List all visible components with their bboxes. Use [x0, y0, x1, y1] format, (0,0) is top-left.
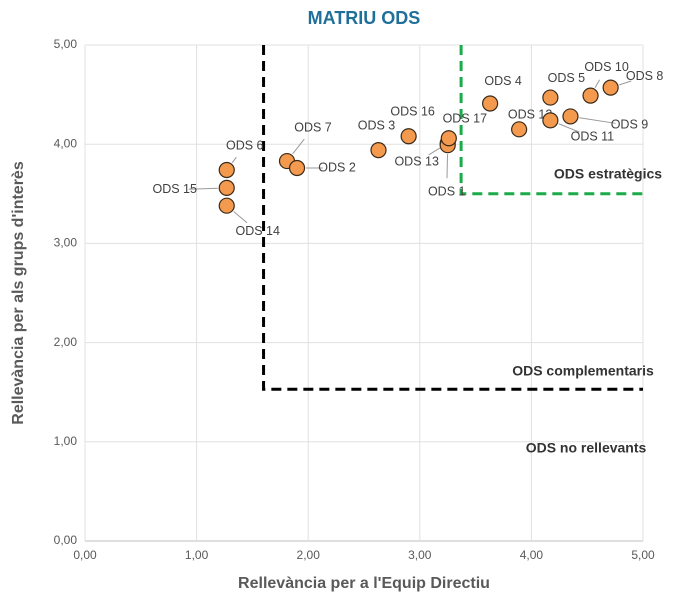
region-boundary [262, 45, 643, 391]
point [400, 128, 417, 145]
point-label: ODS 11 [571, 130, 615, 144]
chart-title: MATRIU ODS [308, 8, 421, 28]
point-label: ODS 15 [152, 182, 197, 196]
y-tick-label: 3,00 [54, 236, 78, 250]
point [582, 87, 599, 104]
point-label: ODS 9 [611, 118, 649, 132]
leader-line [231, 156, 237, 164]
region-label: ODS complementaris [512, 363, 654, 379]
leader-line [558, 123, 580, 133]
leader-line [188, 187, 218, 190]
x-tick-label: 3,00 [408, 548, 432, 562]
point-label: ODS 17 [443, 112, 488, 126]
point-label: ODS 12 [508, 108, 553, 122]
leader-line [579, 117, 616, 124]
point-label: ODS 5 [548, 71, 586, 85]
point-label: ODS 8 [626, 69, 664, 83]
point-label: ODS 13 [394, 155, 439, 169]
point [288, 159, 306, 177]
point-label: ODS 1 [428, 184, 466, 198]
region-boundary [459, 45, 643, 196]
point-label: ODS 2 [318, 160, 356, 174]
point-label: ODS 3 [358, 118, 396, 132]
point [218, 197, 235, 214]
x-tick-label: 1,00 [185, 548, 209, 562]
x-tick-label: 4,00 [520, 548, 544, 562]
x-tick-label: 2,00 [297, 548, 321, 562]
y-tick-label: 0,00 [54, 533, 78, 547]
x-tick-label: 5,00 [631, 548, 655, 562]
y-tick-label: 5,00 [54, 37, 78, 51]
point-label: ODS 14 [235, 224, 280, 238]
leader-line [233, 211, 248, 224]
point [542, 112, 559, 129]
point [218, 161, 235, 179]
point [602, 79, 619, 96]
point-label: ODS 7 [294, 120, 332, 134]
leader-line [292, 138, 305, 155]
y-axis-label: Rellevància per als grups d'interès [10, 161, 27, 425]
point-label: ODS 6 [226, 138, 264, 152]
point [440, 130, 457, 147]
point-label: ODS 10 [584, 60, 629, 74]
point [562, 108, 579, 125]
y-tick-label: 1,00 [54, 434, 78, 448]
x-tick-label: 0,00 [73, 548, 97, 562]
point [370, 142, 387, 159]
y-tick-label: 2,00 [54, 335, 78, 349]
point [542, 89, 559, 106]
leader-line [428, 147, 441, 156]
point [482, 95, 499, 112]
point-label: ODS 16 [390, 105, 435, 119]
leader-line [446, 154, 449, 179]
leader-line [594, 79, 601, 89]
region-label: ODS estratègics [554, 166, 662, 182]
leader-line [619, 80, 632, 86]
point [218, 179, 235, 196]
y-tick-label: 4,00 [54, 136, 78, 150]
annotation: ODS no rellevants [526, 440, 647, 456]
x-axis-label: Rellevància per a l'Equip Directiu [238, 575, 490, 592]
point-label: ODS 4 [484, 74, 522, 88]
point [511, 121, 528, 138]
